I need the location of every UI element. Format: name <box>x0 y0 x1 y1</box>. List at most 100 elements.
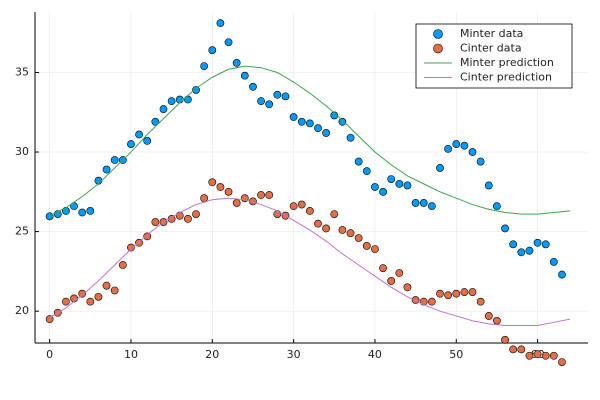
data-point <box>86 207 95 215</box>
data-point <box>395 179 404 188</box>
data-point <box>387 277 396 285</box>
data-point <box>452 140 461 148</box>
data-point <box>379 187 387 196</box>
legend-label: Cinter prediction <box>460 71 552 84</box>
data-point <box>549 351 558 360</box>
data-point <box>232 199 241 207</box>
data-point <box>493 202 501 211</box>
data-point <box>346 229 355 238</box>
x-tick-label: 20 <box>205 348 219 361</box>
data-point <box>484 181 493 190</box>
data-point <box>444 291 453 300</box>
data-point <box>94 292 103 301</box>
data-point <box>436 289 444 298</box>
data-point <box>362 242 371 250</box>
data-point <box>354 234 363 242</box>
data-point <box>78 208 87 217</box>
data-point <box>330 210 339 219</box>
data-point <box>143 232 152 241</box>
x-tick-label: 0 <box>46 348 53 361</box>
data-point <box>110 156 119 164</box>
data-point <box>127 140 135 148</box>
data-point <box>525 246 534 255</box>
data-point <box>322 129 331 137</box>
data-point <box>175 211 184 220</box>
x-tick-label: 40 <box>368 348 382 361</box>
data-point <box>403 283 412 292</box>
data-point <box>305 119 314 128</box>
data-point <box>338 117 347 126</box>
data-point <box>167 97 176 106</box>
data-point <box>517 345 526 354</box>
data-point <box>45 212 54 221</box>
legend-marker <box>433 29 443 39</box>
data-point <box>127 243 135 252</box>
data-point <box>371 245 379 254</box>
data-point <box>249 82 257 91</box>
data-point <box>183 214 192 223</box>
data-point <box>379 264 387 273</box>
data-point <box>70 294 78 303</box>
y-tick-label: 20 <box>15 304 29 317</box>
data-point <box>240 71 249 80</box>
data-point <box>517 248 526 257</box>
prediction-line <box>49 197 571 326</box>
x-tick-label: 30 <box>287 348 301 361</box>
data-point <box>460 141 469 150</box>
data-point <box>305 207 314 215</box>
data-point <box>444 144 453 153</box>
data-point <box>273 210 282 219</box>
data-point <box>86 297 95 306</box>
data-point <box>208 46 217 55</box>
data-point <box>533 350 542 359</box>
data-point <box>265 100 274 109</box>
data-point <box>151 117 160 126</box>
data-point <box>224 38 233 47</box>
data-point <box>403 181 412 190</box>
data-point <box>159 105 168 113</box>
data-point <box>289 113 298 121</box>
data-point <box>151 218 160 226</box>
data-point <box>224 187 233 196</box>
data-point <box>232 59 241 67</box>
x-tick-label: 50 <box>449 348 463 361</box>
data-point <box>541 351 550 360</box>
data-point <box>493 316 501 325</box>
legend-label: Minter data <box>460 27 523 40</box>
data-point <box>558 358 566 366</box>
data-point <box>501 335 509 344</box>
data-point <box>419 199 428 207</box>
data-point <box>395 269 404 277</box>
data-point <box>509 240 518 249</box>
data-point <box>297 117 306 126</box>
data-point <box>192 86 200 94</box>
data-point <box>501 224 509 233</box>
data-point <box>102 165 111 174</box>
data-point <box>257 191 265 199</box>
data-point <box>427 297 436 306</box>
y-tick-label: 25 <box>15 225 29 238</box>
data-point <box>183 95 192 104</box>
data-point <box>558 270 566 279</box>
y-tick-label: 30 <box>15 145 29 158</box>
data-point <box>45 315 54 324</box>
data-point <box>216 183 225 191</box>
data-point <box>330 111 339 120</box>
data-point <box>541 240 550 249</box>
data-point <box>314 124 322 133</box>
legend-marker <box>433 43 443 54</box>
data-point <box>468 148 477 156</box>
data-point <box>346 133 355 142</box>
data-point <box>216 19 225 28</box>
data-point <box>135 130 143 139</box>
data-point <box>354 157 363 166</box>
data-point <box>281 92 290 101</box>
data-point <box>476 157 485 166</box>
data-point <box>78 289 87 298</box>
data-point <box>110 286 119 295</box>
legend-label: Cinter data <box>460 42 522 55</box>
data-point <box>314 219 322 228</box>
data-point <box>476 297 485 306</box>
data-point <box>322 224 331 233</box>
